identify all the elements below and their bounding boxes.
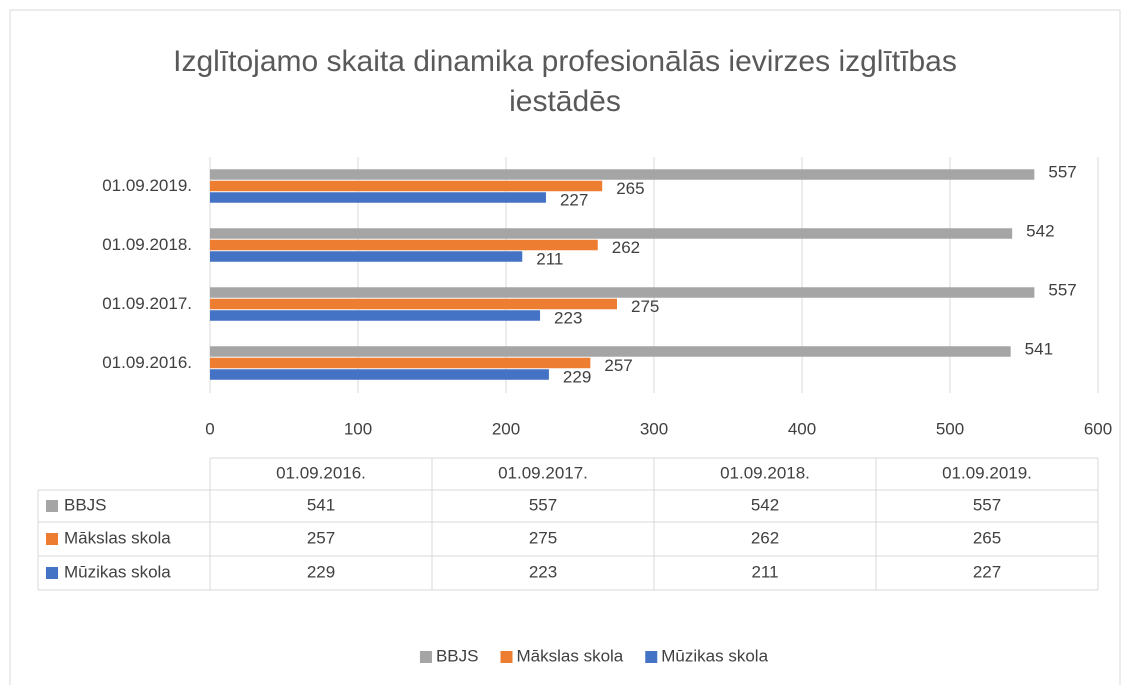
bar xyxy=(210,298,617,310)
table-cell: 262 xyxy=(751,528,779,547)
table-header: 01.09.2016. xyxy=(276,463,366,482)
table-legend-key xyxy=(46,533,58,545)
data-label: 211 xyxy=(536,250,563,269)
bar xyxy=(210,192,546,203)
chart-border xyxy=(9,9,1121,685)
x-tick-label: 0 xyxy=(205,419,214,438)
table-cell: 275 xyxy=(529,528,557,547)
bar xyxy=(210,251,523,262)
table-header: 01.09.2019. xyxy=(942,463,1032,482)
x-tick-label: 300 xyxy=(640,419,668,438)
bar xyxy=(210,180,603,192)
table-cell: 541 xyxy=(307,495,335,514)
x-tick-label: 400 xyxy=(788,419,816,438)
data-label: 229 xyxy=(563,368,591,387)
table-cell: 211 xyxy=(751,562,778,581)
table-cell: 265 xyxy=(973,528,1001,547)
y-tick-label: 01.09.2018. xyxy=(102,235,192,254)
legend-key xyxy=(645,651,658,663)
bar xyxy=(210,346,1011,357)
data-label: 262 xyxy=(612,238,640,257)
bar xyxy=(210,239,598,251)
y-tick-label: 01.09.2017. xyxy=(102,294,192,313)
bar xyxy=(210,357,591,369)
bar xyxy=(210,169,1035,180)
chart-title: Izglītojamo skaita dinamika profesionālā… xyxy=(173,45,957,118)
bar xyxy=(210,310,541,321)
table-row-label: Mūzikas skola xyxy=(64,562,171,581)
table-legend-key xyxy=(46,567,58,579)
legend-label: Mūzikas skola xyxy=(661,646,768,665)
table-row-label: Mākslas skola xyxy=(64,528,171,547)
table-header: 01.09.2017. xyxy=(498,463,588,482)
table-cell: 223 xyxy=(529,562,557,581)
data-label: 257 xyxy=(604,356,632,375)
data-label: 557 xyxy=(1048,281,1076,300)
data-label: 541 xyxy=(1025,340,1053,359)
x-tick-label: 100 xyxy=(344,419,372,438)
legend-label: Mākslas skola xyxy=(517,646,624,665)
table-cell: 229 xyxy=(307,562,335,581)
y-tick-label: 01.09.2019. xyxy=(102,176,192,195)
data-label: 227 xyxy=(560,191,588,210)
table-header: 01.09.2018. xyxy=(720,463,810,482)
table-cell: 557 xyxy=(973,495,1001,514)
table-cell: 542 xyxy=(751,495,779,514)
table-legend-key xyxy=(46,500,58,512)
data-label: 265 xyxy=(616,179,644,198)
table-row-label: BBJS xyxy=(64,495,107,514)
x-tick-label: 500 xyxy=(936,419,964,438)
bar xyxy=(210,228,1013,239)
data-label: 275 xyxy=(631,297,659,316)
table-cell: 227 xyxy=(973,562,1001,581)
data-label: 542 xyxy=(1026,222,1054,241)
data-label: 557 xyxy=(1048,163,1076,182)
x-tick-label: 200 xyxy=(492,419,520,438)
bar xyxy=(210,369,549,380)
data-label: 223 xyxy=(554,309,582,328)
legend-key xyxy=(419,651,432,663)
y-tick-label: 01.09.2016. xyxy=(102,353,192,372)
table-cell: 557 xyxy=(529,495,557,514)
table-cell: 257 xyxy=(307,528,335,547)
legend-label: BBJS xyxy=(436,646,479,665)
bar xyxy=(210,287,1035,298)
legend-key xyxy=(500,651,513,663)
x-tick-label: 600 xyxy=(1084,419,1112,438)
